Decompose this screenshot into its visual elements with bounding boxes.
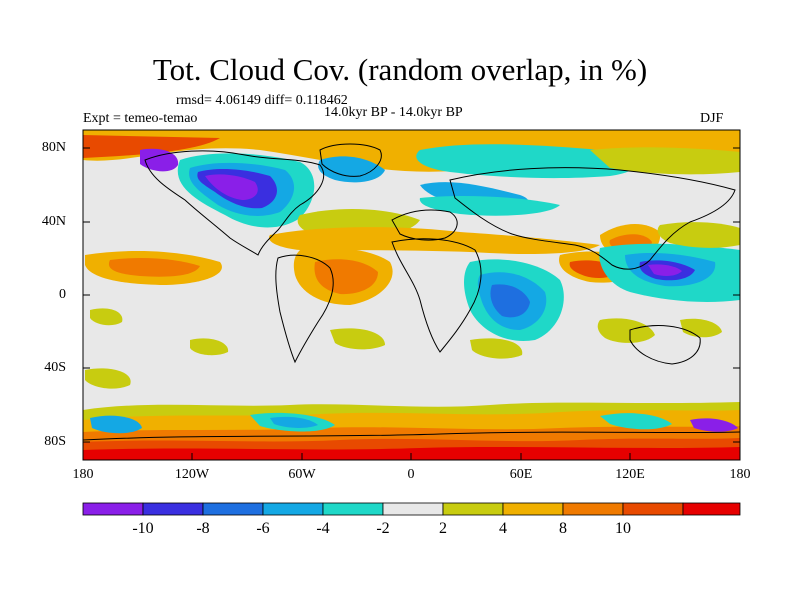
coastlines (83, 143, 740, 441)
anomaly-region (83, 130, 740, 172)
plot-title: Tot. Cloud Cov. (random overlap, in %) (152, 52, 648, 87)
coastline-australia (629, 325, 701, 365)
anomaly-region (600, 413, 672, 430)
anomaly-region (657, 222, 740, 248)
lon-label-60e: 60E (509, 467, 533, 482)
season-label: DJF (700, 111, 724, 126)
colorbar-swatch-11 (682, 502, 741, 516)
lon-label-180w: 180 (72, 467, 94, 482)
anomaly-region (690, 418, 738, 432)
anomaly-region (83, 135, 220, 158)
lat-label-40s: 40S (44, 360, 66, 375)
anomaly-region (318, 156, 385, 183)
lat-label-40n: 40N (41, 214, 66, 229)
anomaly-region (648, 264, 682, 276)
colorbar-label: 8 (559, 520, 567, 537)
anomaly-region (190, 338, 229, 356)
anomaly-region (85, 368, 131, 389)
anomaly-region (205, 174, 258, 200)
lon-label-60w: 60W (288, 467, 316, 482)
colorbar-label: -8 (196, 520, 210, 537)
lat-label-80s: 80S (44, 434, 66, 449)
colorbar-swatch-3 (202, 502, 264, 516)
anomaly-region (490, 284, 530, 318)
anomaly-region (597, 318, 655, 343)
colorbar-label: -6 (256, 520, 270, 537)
colorbar-swatch-6 (382, 502, 444, 516)
colorbar-label: -4 (316, 520, 330, 537)
lon-label-120e: 120E (615, 467, 645, 482)
colorbar-swatch-2 (142, 502, 204, 516)
colorbar-swatch-5 (322, 502, 384, 516)
anomaly-region (270, 416, 318, 428)
coastline-antarctica (83, 431, 740, 441)
colorbar-swatch-1 (82, 502, 144, 516)
anomaly-region (90, 308, 123, 326)
colorbar-swatch-9 (562, 502, 624, 516)
anomaly-region (419, 196, 560, 216)
coastline-greenland (319, 143, 382, 177)
colorbar-swatch-8 (502, 502, 564, 516)
anomaly-region (470, 338, 523, 359)
anomaly-region (416, 144, 636, 179)
anomaly-region (590, 147, 740, 175)
colorbar-label: -10 (132, 520, 154, 537)
colorbar-label: 2 (439, 520, 447, 537)
colorbar-label: -2 (376, 520, 390, 537)
anomaly-region (140, 148, 179, 172)
colorbar-label: 4 (499, 520, 507, 537)
anomaly-region (269, 227, 600, 255)
lon-label-120w: 120W (174, 467, 210, 482)
anomaly-region (90, 415, 142, 434)
colorbar-swatch-4 (262, 502, 324, 516)
coastline-asia (449, 167, 736, 270)
anomaly-field (83, 130, 740, 460)
lon-label-180e: 180 (729, 467, 751, 482)
experiment-label: Expt = temeo-temao (83, 111, 198, 126)
stats-text: rmsd= 4.06149 diff= 0.118462 (176, 93, 348, 108)
coastline-north-america (144, 150, 325, 256)
colorbar-label: 10 (615, 520, 631, 537)
anomaly-region (108, 258, 200, 277)
coastline-africa (391, 238, 482, 353)
lon-label-0: 0 (407, 467, 415, 482)
anomaly-region (330, 328, 385, 350)
tick-marks (82, 147, 741, 460)
colorbar-swatch-10 (622, 502, 684, 516)
lat-label-0: 0 (59, 287, 66, 302)
coastline-south-america (275, 254, 334, 364)
anomaly-region (680, 318, 722, 338)
period-label: 14.0kyr BP - 14.0kyr BP (324, 105, 463, 120)
colorbar-swatch-7 (442, 502, 504, 516)
lat-label-80n: 80N (41, 140, 66, 155)
colorbar (82, 502, 741, 516)
